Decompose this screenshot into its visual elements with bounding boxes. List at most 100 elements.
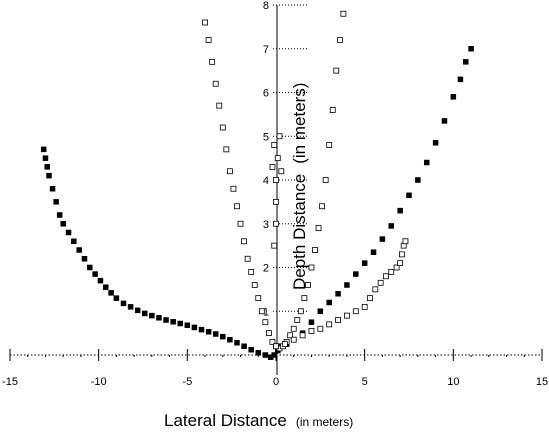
data-point: [372, 286, 379, 293]
data-point: [230, 185, 237, 192]
data-point: [234, 203, 240, 210]
y-axis: 1 2 3 4 5 6 7 8: [263, 0, 307, 375]
data-point: [273, 343, 279, 350]
data-point: [53, 199, 59, 205]
data-point: [432, 140, 439, 146]
data-point: [393, 264, 400, 271]
x-axis-title-main: Lateral Distance: [164, 411, 287, 430]
data-point: [441, 118, 448, 124]
data-point: [415, 177, 421, 183]
data-points: [40, 10, 474, 360]
data-point: [262, 352, 269, 358]
data-point: [46, 172, 52, 179]
x-axis-title-unit: (in meters): [296, 415, 353, 429]
x-tick-label: 5: [362, 376, 368, 388]
data-point: [44, 164, 50, 170]
data-point: [266, 330, 272, 337]
data-point: [397, 260, 404, 267]
x-axis-title: Lateral Distance (in meters): [164, 411, 353, 430]
data-point: [274, 155, 281, 162]
data-point: [87, 264, 93, 271]
y-tick-label: 1: [263, 306, 269, 318]
data-point: [262, 319, 269, 326]
data-point: [468, 46, 474, 52]
data-point: [40, 146, 47, 153]
data-point: [205, 329, 212, 335]
y-tick-label: 5: [263, 131, 269, 143]
data-point: [142, 310, 148, 317]
data-point: [163, 317, 169, 323]
y-axis-title-main: Depth Distance: [290, 174, 309, 290]
x-tick-label: -10: [91, 376, 107, 388]
data-point: [191, 324, 198, 331]
data-point: [42, 155, 49, 161]
data-point: [340, 10, 347, 17]
y-tick-label: 7: [263, 44, 269, 56]
data-point: [319, 203, 326, 210]
data-point: [220, 333, 226, 340]
series-3: [273, 238, 409, 350]
data-point: [379, 236, 386, 242]
data-point: [269, 338, 276, 345]
data-point: [223, 146, 230, 153]
data-point: [326, 299, 332, 306]
data-point: [308, 328, 315, 334]
x-tick-label: 15: [536, 376, 548, 388]
y-axis-title-unit: (in meters): [290, 83, 309, 164]
data-point: [326, 142, 333, 148]
data-point: [315, 225, 322, 232]
data-point: [322, 177, 329, 183]
data-point: [273, 198, 279, 205]
data-point: [127, 304, 134, 310]
data-point: [219, 124, 226, 131]
data-point: [388, 223, 395, 229]
data-point: [367, 295, 373, 302]
data-point: [113, 295, 120, 301]
data-point: [198, 326, 205, 333]
data-point: [406, 192, 412, 199]
data-point: [383, 273, 389, 280]
data-point: [317, 308, 324, 314]
data-point: [81, 256, 88, 262]
data-point: [255, 295, 262, 302]
data-point: [248, 347, 254, 353]
data-point: [353, 271, 359, 277]
data-point: [344, 312, 350, 319]
data-point: [290, 325, 297, 332]
data-point: [212, 331, 219, 337]
data-point: [241, 343, 247, 349]
data-point: [234, 340, 240, 346]
x-tick-label: 0: [273, 376, 279, 388]
data-point: [297, 308, 304, 315]
data-point: [255, 350, 262, 356]
data-point: [361, 260, 368, 266]
data-point: [241, 238, 247, 245]
data-point: [134, 307, 141, 314]
data-point: [269, 163, 276, 170]
data-point: [108, 290, 114, 296]
data-point: [423, 159, 430, 166]
data-point: [287, 332, 294, 339]
data-point: [149, 312, 155, 319]
data-point: [388, 268, 395, 275]
data-point: [156, 315, 162, 321]
data-point: [336, 37, 343, 43]
data-point: [305, 282, 311, 288]
x-tick-label: -15: [2, 376, 18, 388]
data-point: [457, 76, 464, 83]
data-point: [271, 242, 278, 249]
data-point: [290, 336, 297, 343]
data-point: [271, 142, 278, 148]
y-tick-label: 8: [263, 0, 269, 12]
y-tick-label: 4: [263, 175, 269, 187]
data-point: [76, 247, 82, 253]
data-point: [402, 238, 409, 245]
series-1: [40, 46, 474, 360]
data-point: [227, 336, 233, 343]
data-point: [184, 322, 191, 328]
data-point: [271, 352, 277, 358]
data-point: [299, 332, 306, 339]
data-point: [329, 107, 336, 113]
data-point: [71, 238, 77, 244]
